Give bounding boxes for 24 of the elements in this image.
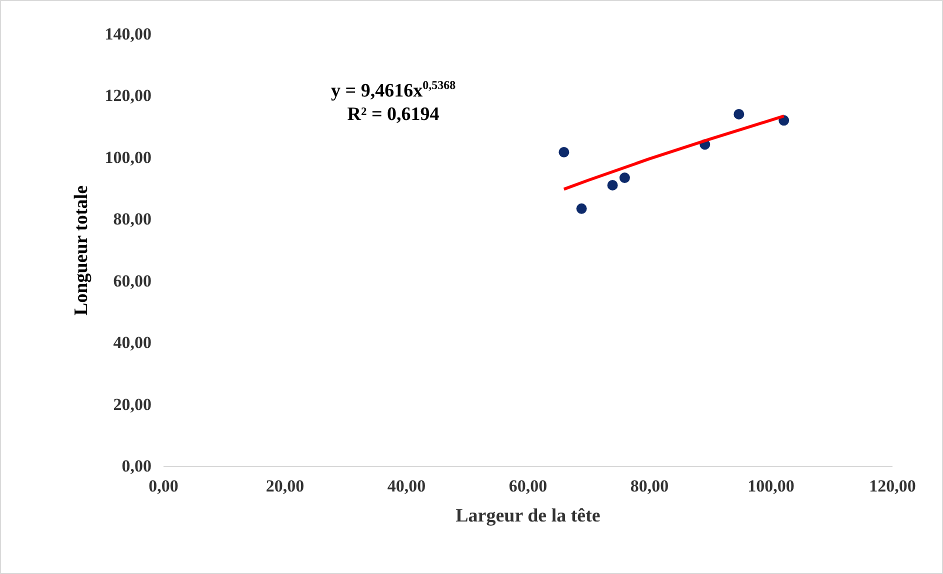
x-tick-label: 20,00 [266, 476, 304, 496]
point [576, 203, 587, 214]
y-axis-title: Longueur totale [70, 185, 92, 316]
y-tick-label: 120,00 [104, 86, 152, 106]
y-tick-label: 20,00 [113, 394, 152, 414]
annotation: R² = 0,6194 [346, 103, 440, 128]
y-tick-label: 40,00 [113, 333, 152, 352]
y-tick-label: 0,00 [122, 456, 152, 476]
x-tick-label: 40,00 [387, 476, 426, 496]
x-tick-label: 80,00 [630, 476, 669, 496]
y-tick-label: 60,00 [113, 271, 152, 290]
x-tick-label: 0,00 [148, 476, 178, 496]
point [734, 108, 744, 120]
x-tick-label: 60,00 [508, 476, 548, 496]
point [558, 146, 570, 158]
x-axis-title: Largeur de la tête [456, 506, 600, 526]
x-tick-label: 120,00 [869, 476, 916, 496]
x-tick-label: 100,00 [748, 476, 794, 496]
annotation: y = 9,4616x$^{0,5368}$ [331, 77, 456, 104]
y-tick-label: 100,00 [104, 148, 152, 167]
point [607, 180, 618, 190]
point [619, 172, 630, 184]
y-tick-label: 80,00 [113, 210, 152, 229]
y-tick-label: 140,00 [104, 24, 152, 44]
